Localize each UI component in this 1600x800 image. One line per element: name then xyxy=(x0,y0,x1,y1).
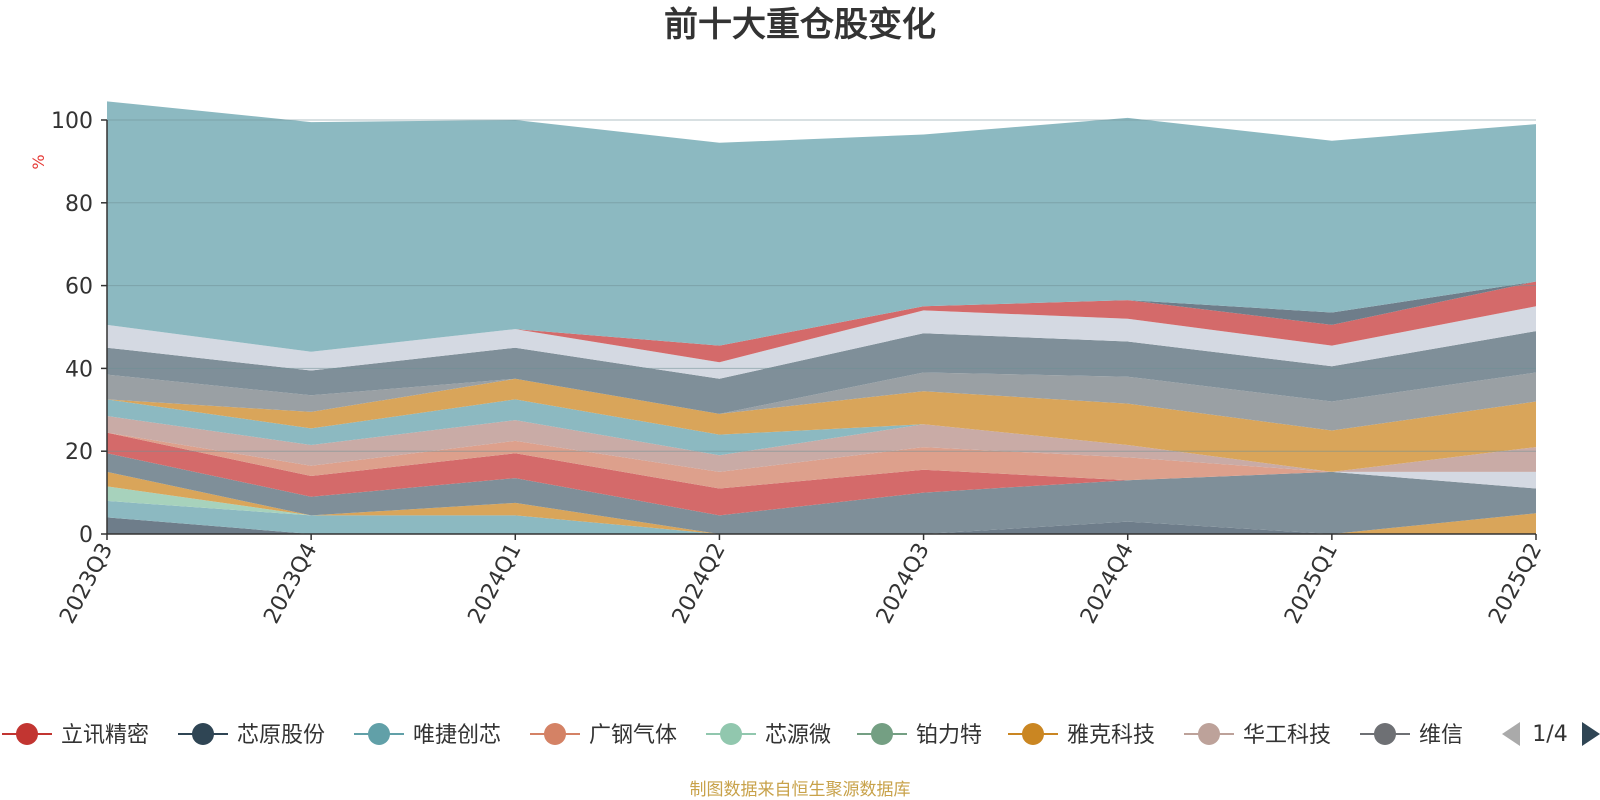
legend-dot-icon xyxy=(720,723,742,745)
legend-dot-icon xyxy=(16,723,38,745)
area-series-group xyxy=(107,101,1536,534)
area-series-9 xyxy=(107,399,1536,472)
legend-item-label: 广钢气体 xyxy=(589,723,677,748)
x-tick-label: 2024Q2 xyxy=(668,539,731,628)
y-tick-label: 0 xyxy=(79,523,93,548)
x-tick-label: 2025Q2 xyxy=(1484,539,1547,628)
x-tick-label: 2023Q3 xyxy=(55,539,118,628)
grid-lines xyxy=(107,119,1536,452)
legend-dot-icon xyxy=(192,723,214,745)
x-tick-label: 2024Q3 xyxy=(872,539,935,628)
legend-item[interactable]: 芯原股份 xyxy=(178,723,325,748)
legend-item-label: 唯捷创芯 xyxy=(413,723,501,748)
legend-dot-icon xyxy=(1374,723,1396,745)
legend-item[interactable]: 华工科技 xyxy=(1184,723,1331,748)
area-series-12 xyxy=(107,331,1536,414)
legend-item[interactable]: 唯捷创芯 xyxy=(354,723,501,748)
area-series-13 xyxy=(107,306,1536,379)
legend-dot-icon xyxy=(544,723,566,745)
legend[interactable]: 立讯精密 芯原股份 唯捷创芯 广钢气体 芯源微 铂力特 雅克科技 华工科技 维信 xyxy=(2,723,1463,748)
legend-page-indicator: 1/4 xyxy=(1532,722,1567,747)
legend-item-label: 芯源微 xyxy=(765,723,831,748)
area-series-8 xyxy=(107,416,1536,472)
area-series-1 xyxy=(107,500,1536,534)
legend-pager[interactable]: 1/4 xyxy=(1502,722,1600,747)
area-series-16 xyxy=(107,101,1536,352)
x-tick-label: 2024Q1 xyxy=(464,539,527,628)
legend-item-label: 雅克科技 xyxy=(1067,723,1155,748)
y-tick-label: 60 xyxy=(65,275,93,300)
data-source-note: 制图数据来自恒生聚源数据库 xyxy=(690,780,911,800)
legend-item[interactable]: 广钢气体 xyxy=(530,723,677,748)
legend-item[interactable]: 雅克科技 xyxy=(1008,723,1155,748)
legend-item[interactable]: 铂力特 xyxy=(857,723,982,748)
x-tick-label: 2024Q4 xyxy=(1076,539,1139,628)
y-axis-unit-label: % xyxy=(29,154,48,169)
legend-item-label: 维信 xyxy=(1419,723,1463,748)
x-tick-label: 2025Q1 xyxy=(1280,539,1343,628)
y-tick-label: 80 xyxy=(65,192,93,217)
y-tick-label: 100 xyxy=(51,109,93,134)
area-series-0 xyxy=(107,517,1536,534)
area-series-11 xyxy=(107,372,1536,431)
legend-item[interactable]: 芯源微 xyxy=(706,723,831,748)
legend-dot-icon xyxy=(1022,723,1044,745)
area-series-5 xyxy=(107,432,1536,516)
legend-dot-icon xyxy=(871,723,893,745)
y-tick-label: 20 xyxy=(65,440,93,465)
legend-item[interactable]: 维信 xyxy=(1360,723,1463,748)
y-tick-label: 40 xyxy=(65,357,93,382)
legend-prev-arrow-icon[interactable] xyxy=(1502,722,1520,746)
legend-next-arrow-icon[interactable] xyxy=(1582,722,1600,746)
legend-item-label: 华工科技 xyxy=(1243,723,1331,748)
legend-item-label: 铂力特 xyxy=(916,723,982,748)
legend-item-label: 立讯精密 xyxy=(61,723,149,748)
legend-item-label: 芯原股份 xyxy=(237,723,325,748)
legend-items: 立讯精密 芯原股份 唯捷创芯 广钢气体 芯源微 铂力特 雅克科技 华工科技 维信 xyxy=(2,723,1463,748)
legend-item[interactable]: 立讯精密 xyxy=(2,723,149,748)
area-series-10 xyxy=(107,378,1536,472)
area-series-6 xyxy=(107,432,1536,489)
x-tick-label: 2023Q4 xyxy=(259,539,322,628)
legend-dot-icon xyxy=(1198,723,1220,745)
area-series-4 xyxy=(107,453,1536,534)
area-series-14 xyxy=(107,281,1536,363)
chart-title: 前十大重仓股变化 xyxy=(664,5,936,45)
legend-dot-icon xyxy=(368,723,390,745)
